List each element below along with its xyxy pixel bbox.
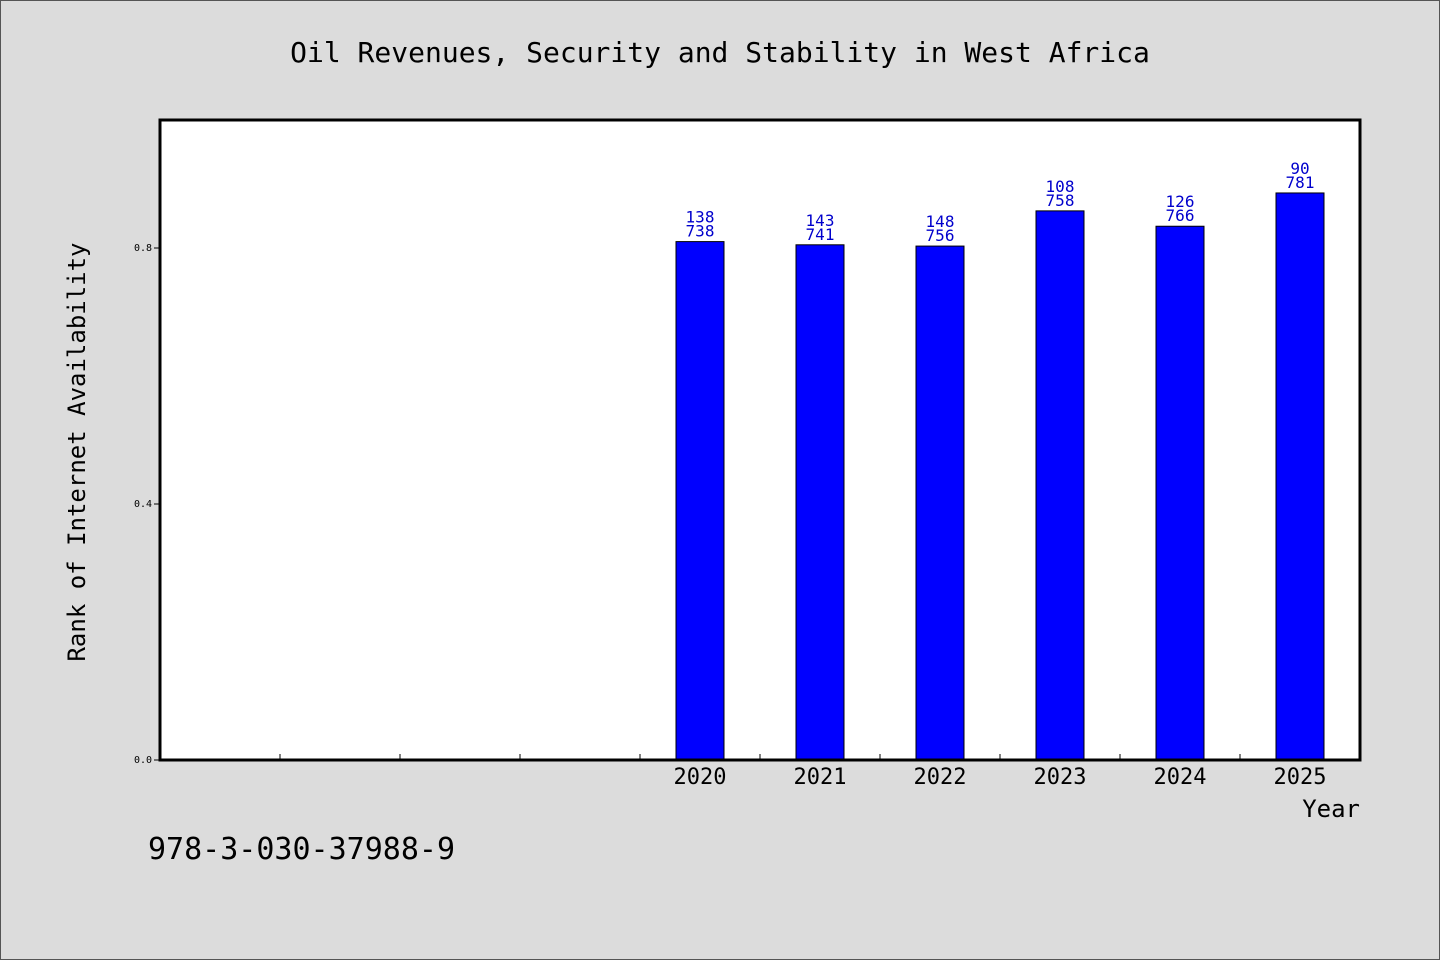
bar-label-top-2023: 108 [1046,177,1075,196]
plot-border [158,118,1362,762]
x-tick-label-2025: 2025 [1274,765,1327,790]
bar-label-top-2024: 126 [1166,192,1195,211]
bar-label-top-2021: 143 [806,211,835,230]
bar-2025 [1275,192,1325,761]
y-tick-label-0.4: 0.4 [134,499,152,510]
x-tick-label-2020: 2020 [674,765,727,790]
bar-label-bottom-2025: 781 [1286,173,1315,192]
x-axis-label: Year [1302,795,1360,823]
x-tick-label-2023: 2023 [1034,765,1087,790]
bar-label-bottom-2022: 756 [926,226,955,245]
bar-label-bottom-2020: 738 [686,222,715,241]
y-tick-label-0.0: 0.0 [134,755,152,766]
y-axis-label: Rank of Internet Availability [63,242,91,661]
chart-title: Oil Revenues, Security and Stability in … [290,36,1150,69]
bar-label-top-2022: 148 [926,212,955,231]
bar-2024 [1155,225,1205,761]
bar-label-bottom-2021: 741 [806,225,835,244]
y-tick-label-0.8: 0.8 [134,243,152,254]
bar-2022 [915,245,965,761]
x-tick-label-2024: 2024 [1154,765,1207,790]
bar-label-bottom-2023: 758 [1046,191,1075,210]
bar-2020 [675,241,725,761]
bar-label-top-2020: 138 [686,208,715,227]
bar-2023 [1035,210,1085,761]
isbn-footer: 978-3-030-37988-9 [148,832,456,867]
x-tick-label-2021: 2021 [794,765,847,790]
x-tick-label-2022: 2022 [914,765,967,790]
bar-label-top-2025: 90 [1290,159,1309,178]
bar-label-bottom-2024: 766 [1166,206,1195,225]
bar-2021 [795,244,845,761]
